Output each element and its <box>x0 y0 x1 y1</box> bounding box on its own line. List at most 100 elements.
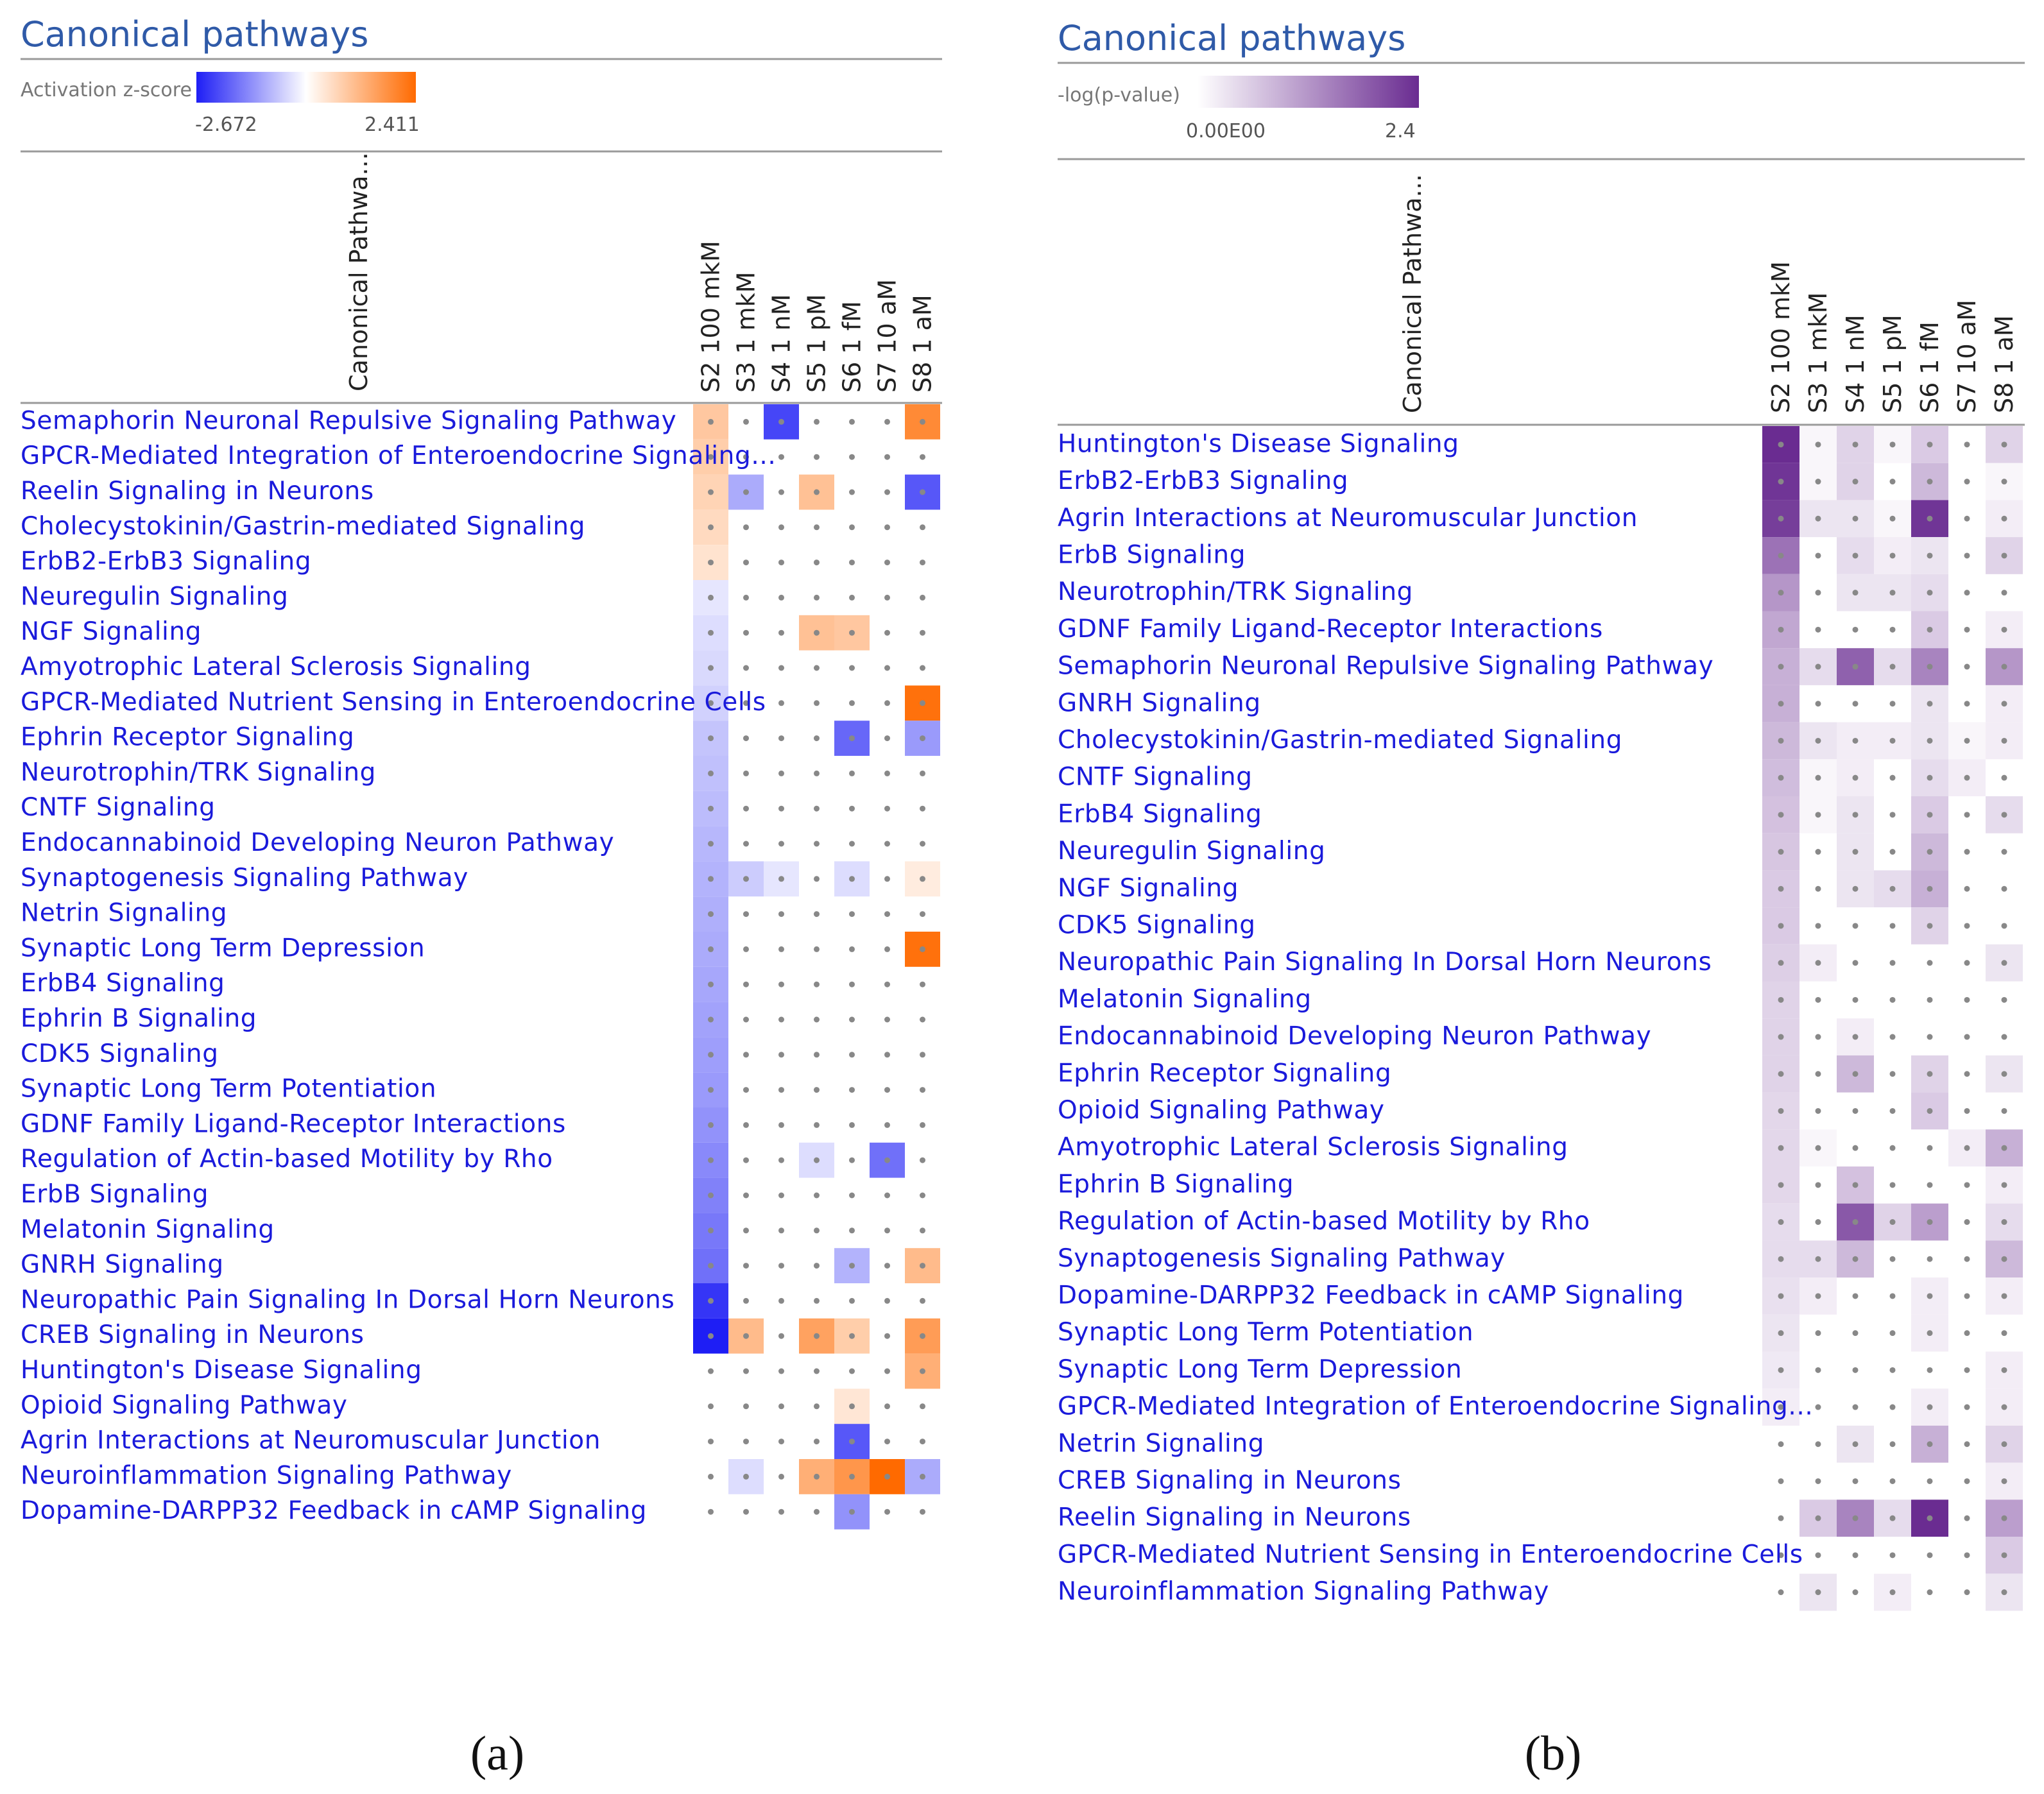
cell-dot <box>2001 737 2007 744</box>
cell-dot <box>884 805 890 812</box>
cell-dot <box>1778 590 1784 596</box>
row-label[interactable]: Ephrin Receptor Signaling <box>21 723 354 752</box>
cell-dot <box>849 1333 855 1339</box>
cell-dot <box>778 981 784 987</box>
row-label[interactable]: Ephrin B Signaling <box>1058 1170 1294 1199</box>
row-label[interactable]: Agrin Interactions at Neuromuscular Junc… <box>1058 504 1638 533</box>
cell-dot <box>849 1508 855 1515</box>
row-label[interactable]: Regulation of Actin-based Motility by Rh… <box>21 1145 553 1174</box>
row-label[interactable]: Netrin Signaling <box>1058 1429 1264 1458</box>
row-label[interactable]: Opioid Signaling Pathway <box>21 1391 348 1420</box>
cell-dot <box>814 1263 820 1269</box>
cell-dot <box>2001 885 2007 892</box>
row-label[interactable]: Cholecystokinin/Gastrin-mediated Signali… <box>21 512 585 541</box>
row-label[interactable]: Neuroinflammation Signaling Pathway <box>1058 1577 1549 1606</box>
cell-dot <box>849 1439 855 1445</box>
row-label[interactable]: Regulation of Actin-based Motility by Rh… <box>1058 1207 1590 1236</box>
row-label[interactable]: CREB Signaling in Neurons <box>1058 1466 1402 1495</box>
cell-dot <box>1927 1330 1933 1337</box>
row-label[interactable]: Huntington's Disease Signaling <box>21 1356 422 1385</box>
row-label[interactable]: Endocannabinoid Developing Neuron Pathwa… <box>1058 1022 1651 1051</box>
row-label[interactable]: GDNF Family Ligand-Receptor Interactions <box>1058 615 1603 644</box>
row-label[interactable]: Ephrin B Signaling <box>21 1004 257 1033</box>
row-label[interactable]: Ephrin Receptor Signaling <box>1058 1059 1391 1088</box>
row-label[interactable]: Agrin Interactions at Neuromuscular Junc… <box>21 1426 601 1455</box>
row-label[interactable]: GNRH Signaling <box>1058 688 1261 717</box>
row-label[interactable]: GPCR-Mediated Integration of Enteroendoc… <box>1058 1392 1813 1421</box>
row-label[interactable]: Melatonin Signaling <box>1058 985 1312 1014</box>
row-label[interactable]: Synaptic Long Term Potentiation <box>1058 1318 1473 1347</box>
row-label[interactable]: CREB Signaling in Neurons <box>21 1320 365 1349</box>
row-label[interactable]: Neurotrophin/TRK Signaling <box>1058 577 1413 606</box>
cell-dot <box>1927 626 1933 633</box>
cell-dot <box>1889 1367 1896 1373</box>
cell-dot <box>1852 590 1859 596</box>
row-label[interactable]: Netrin Signaling <box>21 899 227 928</box>
row-label[interactable]: ErbB4 Signaling <box>1058 799 1262 828</box>
row-label[interactable]: Synaptic Long Term Potentiation <box>21 1075 436 1104</box>
row-label[interactable]: Neuregulin Signaling <box>21 582 288 611</box>
row-label[interactable]: CDK5 Signaling <box>21 1039 219 1068</box>
row-label[interactable]: ErbB4 Signaling <box>21 969 225 998</box>
cell-dot <box>920 454 925 460</box>
cell-dot <box>814 1192 820 1199</box>
row-label[interactable]: CNTF Signaling <box>21 793 216 822</box>
row-label[interactable]: Dopamine-DARPP32 Feedback in cAMP Signal… <box>1058 1281 1684 1310</box>
row-label[interactable]: CNTF Signaling <box>1058 763 1253 792</box>
row-label[interactable]: Melatonin Signaling <box>21 1215 275 1244</box>
row-label[interactable]: Amyotrophic Lateral Sclerosis Signaling <box>1058 1133 1568 1162</box>
row-label[interactable]: Neuregulin Signaling <box>1058 837 1325 866</box>
cell-dot <box>743 876 749 882</box>
cell-dot <box>1964 1219 1970 1226</box>
cell-dot <box>708 1508 714 1515</box>
cell-dot <box>1778 1367 1784 1373</box>
row-label[interactable]: Neuropathic Pain Signaling In Dorsal Hor… <box>21 1285 674 1314</box>
row-label[interactable]: Synaptic Long Term Depression <box>1058 1355 1462 1384</box>
cell-dot <box>814 1297 820 1304</box>
cell-dot <box>1889 1441 1896 1448</box>
row-label[interactable]: Synaptogenesis Signaling Pathway <box>21 864 468 893</box>
row-label[interactable]: Dopamine-DARPP32 Feedback in cAMP Signal… <box>21 1496 647 1525</box>
cell-dot <box>2001 812 2007 818</box>
row-label[interactable]: Cholecystokinin/Gastrin-mediated Signali… <box>1058 726 1622 755</box>
row-label[interactable]: Reelin Signaling in Neurons <box>21 477 374 506</box>
row-label[interactable]: NGF Signaling <box>1058 874 1239 903</box>
cell-dot <box>1852 1330 1859 1337</box>
row-label[interactable]: NGF Signaling <box>21 617 202 646</box>
row-label[interactable]: Endocannabinoid Developing Neuron Pathwa… <box>21 828 614 857</box>
cell-dot <box>849 981 855 987</box>
row-label[interactable]: GDNF Family Ligand-Receptor Interactions <box>21 1109 566 1138</box>
row-label[interactable]: GPCR-Mediated Nutrient Sensing in Entero… <box>1058 1540 1803 1569</box>
row-label[interactable]: ErbB Signaling <box>21 1180 209 1209</box>
row-label[interactable]: ErbB2-ErbB3 Signaling <box>1058 466 1348 495</box>
cell-dot <box>1964 1441 1970 1448</box>
row-label[interactable]: ErbB2-ErbB3 Signaling <box>21 547 311 576</box>
cell-dot <box>743 1052 749 1058</box>
row-label[interactable]: Amyotrophic Lateral Sclerosis Signaling <box>21 653 531 681</box>
cell-dot <box>1852 960 1859 966</box>
row-label[interactable]: Semaphorin Neuronal Repulsive Signaling … <box>21 406 676 435</box>
cell-dot <box>1927 996 1933 1003</box>
row-label[interactable]: GPCR-Mediated Integration of Enteroendoc… <box>21 441 776 470</box>
row-label[interactable]: Neuropathic Pain Signaling In Dorsal Hor… <box>1058 948 1712 977</box>
row-label[interactable]: Neuroinflammation Signaling Pathway <box>21 1461 512 1490</box>
row-label[interactable]: GPCR-Mediated Nutrient Sensing in Entero… <box>21 688 766 717</box>
row-label[interactable]: Neurotrophin/TRK Signaling <box>21 758 376 787</box>
row-label[interactable]: Semaphorin Neuronal Repulsive Signaling … <box>1058 652 1713 681</box>
row-label[interactable]: Synaptic Long Term Depression <box>21 934 425 962</box>
row-label[interactable]: Opioid Signaling Pathway <box>1058 1096 1385 1125</box>
cell-dot <box>1889 515 1896 522</box>
cell-dot <box>920 1016 925 1023</box>
cell-dot <box>1852 1256 1859 1262</box>
row-label[interactable]: Reelin Signaling in Neurons <box>1058 1503 1411 1532</box>
row-label[interactable]: Huntington's Disease Signaling <box>1058 429 1459 458</box>
row-label[interactable]: CDK5 Signaling <box>1058 910 1256 939</box>
row-label[interactable]: ErbB Signaling <box>1058 540 1246 569</box>
cell-dot <box>2001 996 2007 1003</box>
cell-dot <box>1778 479 1784 485</box>
cell-dot <box>1889 885 1896 892</box>
row-label[interactable]: GNRH Signaling <box>21 1251 224 1279</box>
cell-dot <box>1889 626 1896 633</box>
cell-dot <box>2001 923 2007 929</box>
row-label[interactable]: Synaptogenesis Signaling Pathway <box>1058 1244 1506 1273</box>
